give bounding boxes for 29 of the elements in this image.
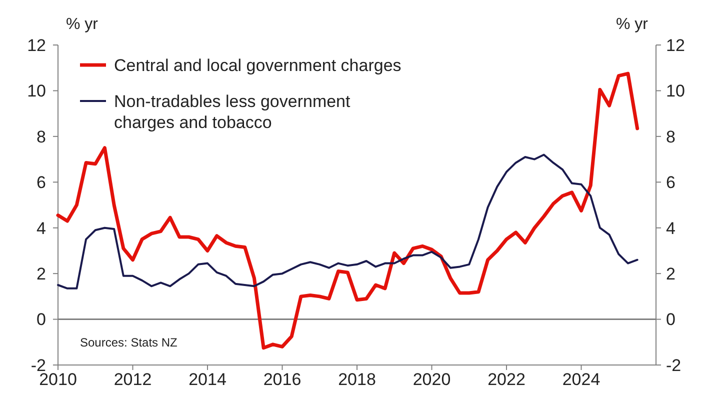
x-tick-label: 2012 xyxy=(114,370,152,389)
y-tick-label: 8 xyxy=(36,127,46,146)
y2-tick-label: 0 xyxy=(666,310,676,330)
x-tick-label: 2010 xyxy=(39,370,77,389)
x-tick-label: 2022 xyxy=(488,370,526,389)
legend-label: Non-tradables less government charges and tobacco xyxy=(114,92,351,132)
y2-tick-label: -2 xyxy=(666,356,682,375)
y-tick-label: 2 xyxy=(36,264,46,284)
y2-tick-label: 4 xyxy=(666,218,676,238)
y2-tick-label: 12 xyxy=(666,36,685,55)
y2-tick-label: 8 xyxy=(666,127,676,146)
y2-tick-label: 6 xyxy=(666,173,676,192)
x-tick-label: 2018 xyxy=(338,370,376,389)
legend-label: Central and local government charges xyxy=(114,56,402,75)
line-series xyxy=(57,154,638,290)
x-tick-label: 2024 xyxy=(562,370,600,389)
x-tick-label: 2016 xyxy=(263,370,302,389)
y2-tick-label: 10 xyxy=(666,82,685,101)
y-tick-label: 4 xyxy=(36,218,46,238)
annotation: Sources: Stats NZ xyxy=(80,336,178,350)
y-tick-label: 10 xyxy=(27,82,46,101)
x-tick-label: 2014 xyxy=(188,370,226,389)
y2-axis-title: % yr xyxy=(616,16,649,33)
y-tick-label: 12 xyxy=(27,36,46,55)
y-tick-label: 6 xyxy=(36,173,46,192)
x-tick-label: 2020 xyxy=(412,370,451,389)
y2-tick-label: 2 xyxy=(666,264,676,284)
y-tick-label: 0 xyxy=(36,310,46,330)
y-axis-title: % yr xyxy=(66,16,99,33)
